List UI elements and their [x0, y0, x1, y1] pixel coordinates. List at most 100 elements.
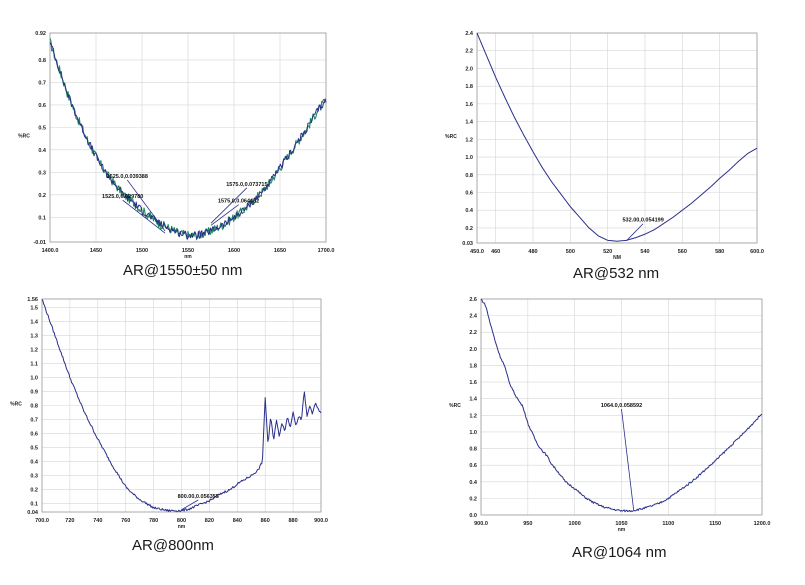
series-line	[476, 32, 758, 242]
y-tick-label: 2.0	[469, 347, 477, 353]
plot-frame	[41, 298, 322, 513]
y-tick-label: 2.0	[465, 66, 473, 72]
annotation-label: 1575.0,0.073715	[226, 182, 267, 188]
y-tick-label: 0.7	[38, 80, 46, 86]
series-line	[49, 42, 327, 240]
annotation-label: 1525.0,0.039388	[107, 174, 148, 180]
x-tick-label: 460	[491, 249, 500, 255]
chart-panel-1550: 1400.0 1450 1500 1550 1600 1650 1700.0 -0.01 0.1…	[0, 0, 400, 290]
y-tick-label: 0.6	[469, 463, 477, 469]
x-tick-label: 720	[65, 518, 74, 524]
y-tick-label: 0.4	[469, 480, 478, 486]
chart-panel-800: 700.0 720 740 760 780 800 820 840 860 880 900.0 0.0…	[0, 290, 400, 585]
plot-frame	[49, 32, 327, 243]
y-axis-label: %RC	[10, 402, 22, 408]
y-tick-label: 0.6	[38, 103, 46, 109]
x-tick-label: 820	[205, 518, 214, 524]
x-tick-label: 840	[233, 518, 242, 524]
series-line	[41, 299, 322, 513]
y-tick-label: 1.5	[30, 305, 38, 311]
chart-caption: AR@532 nm	[573, 265, 660, 282]
y-tick-label: 0.8	[30, 404, 38, 410]
x-tick-label: 740	[93, 518, 102, 524]
y-tick-label: 1.4	[465, 120, 474, 126]
x-tick-label: 1100	[662, 521, 674, 527]
x-tick-label: 580	[715, 249, 724, 255]
y-tick-label: 0.92	[35, 31, 46, 37]
y-tick-label: 0.8	[465, 173, 473, 179]
chart-caption: AR@1550±50 nm	[123, 262, 243, 279]
y-tick-label: 0.9	[30, 389, 38, 395]
x-tick-label: 800	[177, 518, 186, 524]
x-axis-label: nm	[178, 524, 186, 530]
annotation-label: 1525.0,0.029780	[102, 194, 143, 200]
y-tick-label: 1.6	[465, 102, 473, 108]
y-tick-label: 2.6	[469, 297, 477, 303]
x-tick-label: 560	[678, 249, 687, 255]
annotation-leader	[181, 499, 199, 511]
x-tick-label: 1700.0	[318, 248, 335, 254]
y-tick-label: 0.5	[30, 446, 38, 452]
x-tick-label: 1600	[228, 248, 240, 254]
y-tick-label: 0.1	[38, 215, 46, 221]
y-tick-label: 0.2	[465, 226, 473, 232]
y-tick-label: 2.2	[465, 49, 473, 55]
x-tick-label: 1650	[274, 248, 286, 254]
annotation-leader	[626, 223, 644, 242]
annotation-label: 532.00,0.054199	[622, 218, 663, 224]
y-tick-label: 1.8	[465, 84, 473, 90]
x-tick-label: 520	[603, 249, 612, 255]
x-tick-label: 860	[261, 518, 270, 524]
x-tick-label: 700.0	[35, 518, 49, 524]
annotation-label: 1575.0,0.064452	[218, 199, 259, 205]
y-tick-label: 0.7	[30, 418, 38, 424]
y-tick-label: 0.4	[465, 208, 474, 214]
y-tick-label: 0.3	[30, 474, 38, 480]
annotation-label: 800.00,0.056355	[178, 494, 219, 500]
y-tick-label: 1.0	[30, 375, 38, 381]
x-axis-label: nm	[184, 254, 192, 260]
y-tick-label: 0.4	[38, 148, 47, 154]
x-tick-label: 1050	[615, 521, 627, 527]
x-tick-label: 600.0	[750, 249, 764, 255]
plot-frame	[480, 298, 763, 516]
y-tick-label: 1.1	[30, 361, 38, 367]
x-tick-label: 450.0	[470, 249, 484, 255]
chart-caption: AR@1064 nm	[572, 544, 667, 561]
y-tick-label: 1.4	[469, 397, 478, 403]
annotation-leader	[621, 408, 635, 511]
annotation-leader	[122, 199, 166, 234]
x-tick-label: 540	[640, 249, 649, 255]
y-tick-label: 2.4	[469, 314, 478, 320]
x-tick-label: 500	[566, 249, 575, 255]
y-tick-label: 0.2	[30, 488, 38, 494]
x-tick-label: 760	[121, 518, 130, 524]
y-tick-label: 1.6	[469, 380, 477, 386]
y-tick-label: 2.2	[469, 330, 477, 336]
chart-panel-532: 450.0 460 480 500 520 540 560 580 600.0 0.03 0.2 0.…	[405, 0, 805, 290]
y-tick-label: 1.0	[465, 155, 473, 161]
annotation-leader	[210, 187, 248, 224]
y-tick-label: 1.2	[469, 413, 477, 419]
y-tick-label: 1.3	[30, 333, 38, 339]
x-tick-label: 1500	[136, 248, 148, 254]
x-axis-label: NM	[613, 255, 621, 261]
y-tick-label: -0.01	[33, 240, 46, 246]
y-axis-label: %RC	[445, 134, 457, 140]
y-tick-label: 0.04	[27, 510, 39, 516]
y-tick-label: 0.1	[30, 502, 38, 508]
chart-532-svg: 450.0 460 480 500 520 540 560 580 600.0 0.03 0.2 0.…	[445, 31, 764, 261]
annotation-leader	[126, 179, 166, 232]
y-tick-label: 0.2	[38, 193, 46, 199]
x-tick-label: 1150	[709, 521, 721, 527]
y-tick-label: 1.2	[30, 347, 38, 353]
x-tick-label: 1450	[90, 248, 102, 254]
y-axis-label: %RC	[18, 134, 30, 140]
chart-1550-svg: 1400.0 1450 1500 1550 1600 1650 1700.0 -0.01 0.1…	[18, 31, 335, 260]
x-tick-label: 1550	[182, 248, 194, 254]
plot-frame	[476, 32, 758, 244]
y-tick-label: 0.4	[30, 460, 39, 466]
x-tick-label: 1200.0	[754, 521, 771, 527]
y-tick-label: 1.4	[30, 319, 39, 325]
y-tick-label: 0.6	[30, 432, 38, 438]
